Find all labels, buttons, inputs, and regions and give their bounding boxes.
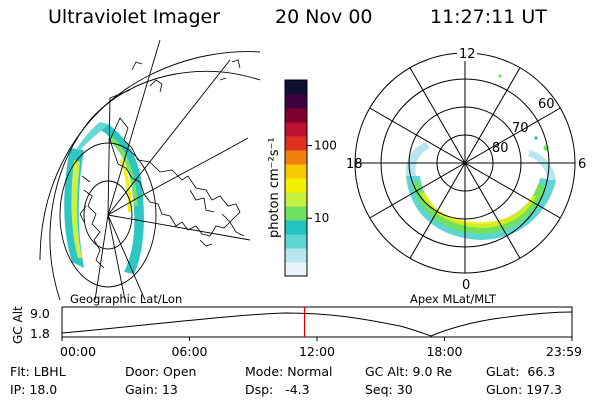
mlt-label-12: 12 [459, 47, 476, 62]
mlt-label-6: 6 [578, 157, 586, 172]
colorbar-tick-label: 10 [314, 211, 329, 225]
colorbar-segment [285, 220, 307, 235]
colorbar-segment [285, 122, 307, 137]
alt-xtick-label: 12:00 [299, 344, 335, 359]
colorbar-segment [285, 164, 307, 179]
altitude-axis-label: GC Alt [11, 306, 25, 344]
status-dsp: Dsp: -4.3 [245, 382, 310, 397]
status-glat: GLat: 66.3 [486, 364, 556, 379]
status-flt: Flt: LBHL [10, 364, 66, 379]
colorbar-segment [285, 192, 307, 207]
colorbar-tick-label: 100 [314, 139, 337, 153]
polar-plot: 12 18 6 0 60 70 80 [346, 45, 586, 293]
aurora-polar [405, 74, 556, 240]
date-label: 20 Nov 00 [275, 6, 373, 28]
colorbar-segment [285, 80, 307, 95]
lat-label-80: 80 [492, 141, 509, 156]
lat-label-60: 60 [538, 97, 555, 112]
mlt-label-18: 18 [346, 157, 363, 172]
status-gc-alt: GC Alt: 9.0 Re [365, 364, 453, 379]
instrument-title: Ultraviolet Imager [48, 6, 221, 28]
geographic-label: Geographic Lat/Lon [70, 292, 182, 306]
alt-xtick-label: 18:00 [426, 344, 462, 359]
aurora-geographic [64, 122, 144, 274]
colorbar-segment [285, 150, 307, 165]
status-ip: IP: 18.0 [10, 382, 58, 397]
alt-xtick-label: 06:00 [171, 344, 207, 359]
geographic-map [39, 40, 260, 300]
colorbar-segment [285, 262, 307, 277]
time-label: 11:27:11 UT [430, 6, 547, 28]
colorbar-segment [285, 136, 307, 151]
colorbar-segment [285, 234, 307, 249]
mlt-label-0: 0 [462, 278, 470, 293]
colorbar-segment [285, 108, 307, 123]
status-glon: GLon: 197.3 [486, 382, 562, 397]
alt-xtick-label: 00:00 [60, 344, 96, 359]
alt-ytick-1.8: 1.8 [30, 326, 50, 341]
colorbar-segment [285, 94, 307, 109]
polar-label: Apex MLat/MLT [410, 292, 497, 306]
colorbar-segment [285, 178, 307, 193]
altitude-panel: 00:00 06:00 12:00 18:00 23:59 [60, 306, 582, 359]
status-seq: Seq: 30 [365, 382, 413, 397]
status-gain: Gain: 13 [125, 382, 178, 397]
alt-ytick-9: 9.0 [30, 306, 50, 321]
status-mode: Mode: Normal [245, 364, 333, 379]
colorbar-segment [285, 206, 307, 221]
status-door: Door: Open [125, 364, 197, 379]
colorbar: 100 10 photon cm⁻²s⁻¹ [267, 79, 337, 277]
lat-label-70: 70 [512, 121, 529, 136]
colorbar-segment [285, 248, 307, 263]
altitude-curve [61, 311, 573, 337]
colorbar-unit-label: photon cm⁻²s⁻¹ [267, 137, 282, 238]
alt-xtick-label: 23:59 [546, 344, 582, 359]
